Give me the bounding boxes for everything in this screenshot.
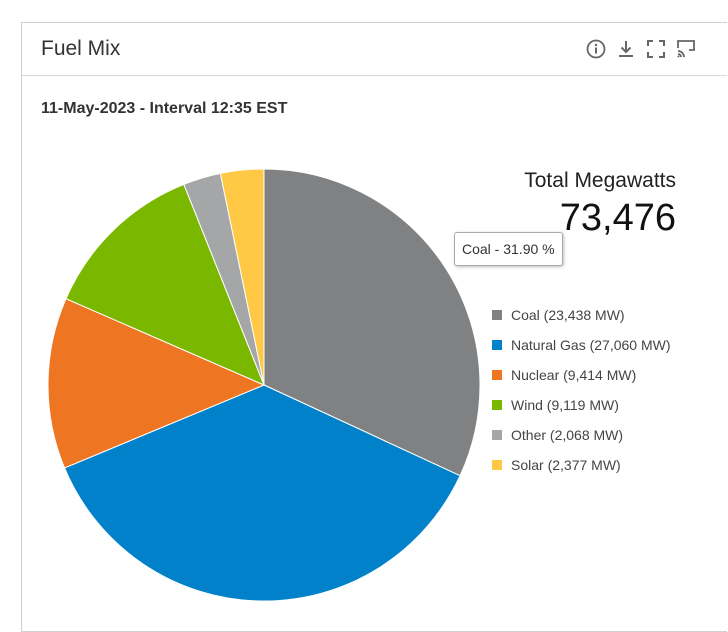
widget-header: Fuel Mix — [22, 23, 727, 76]
legend-swatch — [492, 460, 502, 470]
pie-slice-solar[interactable] — [219, 168, 265, 386]
legend-label: Nuclear (9,414 MW) — [511, 367, 637, 383]
legend-swatch — [492, 430, 502, 440]
pie-slice-wind[interactable] — [65, 183, 265, 386]
fuel-mix-widget: Fuel Mix 11-May-2023 - Interval 12:35 ES… — [21, 22, 727, 632]
slice-tooltip: Coal - 31.90 % — [454, 232, 563, 266]
pie-slice-coal[interactable] — [263, 168, 481, 477]
legend-label: Solar (2,377 MW) — [511, 457, 621, 473]
legend-label: Wind (9,119 MW) — [511, 397, 619, 413]
legend-label: Other (2,068 MW) — [511, 427, 624, 443]
legend-swatch — [492, 340, 502, 350]
cast-icon[interactable] — [675, 38, 697, 60]
fullscreen-icon[interactable] — [645, 38, 667, 60]
total-megawatts-label: Total Megawatts — [524, 169, 676, 192]
legend-swatch — [492, 370, 502, 380]
fuel-mix-pie-chart — [47, 168, 481, 602]
total-megawatts-value: 73,476 — [559, 197, 676, 239]
pie-slice-nuclear[interactable] — [47, 298, 266, 469]
pie-slice-natural-gas[interactable] — [63, 384, 461, 602]
legend-swatch — [492, 310, 502, 320]
download-icon[interactable] — [615, 38, 637, 60]
legend-swatch — [492, 400, 502, 410]
widget-title: Fuel Mix — [41, 37, 121, 60]
info-icon[interactable] — [585, 38, 607, 60]
interval-subtitle: 11-May-2023 - Interval 12:35 EST — [41, 100, 288, 117]
legend-label: Coal (23,438 MW) — [511, 307, 625, 323]
legend-label: Natural Gas (27,060 MW) — [511, 337, 671, 353]
